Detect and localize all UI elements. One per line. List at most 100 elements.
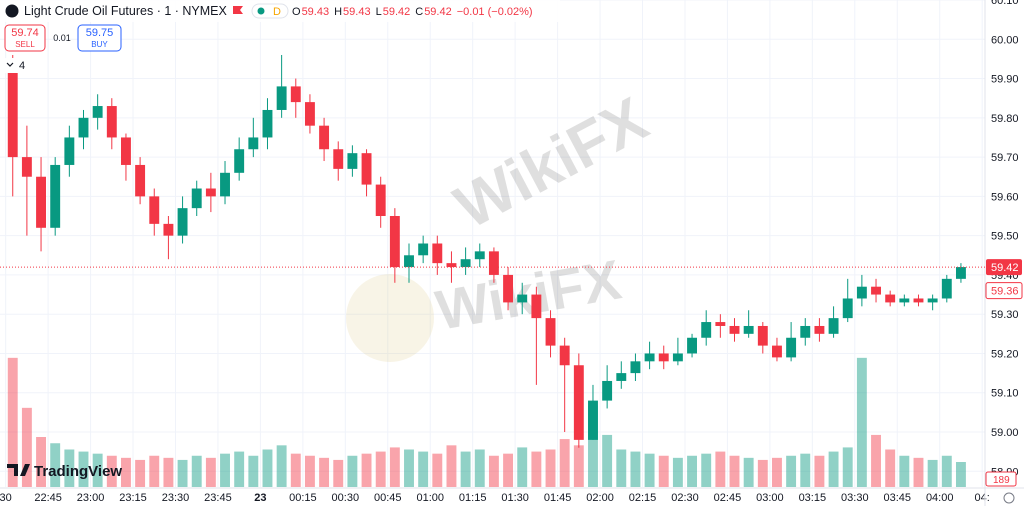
ref-price-tag [985,282,1023,300]
volume-bar [885,449,896,487]
buy-button[interactable] [77,24,122,52]
volume-bar [899,455,910,487]
y-tick-label: 59.50 [991,231,1019,243]
y-tick-label: 59.00 [991,427,1019,439]
candle-body [177,208,188,236]
buy-price: 59.75 [86,27,114,39]
candle-body [135,164,146,197]
x-tick-label: 02:00 [586,492,614,504]
candle-body [361,153,372,185]
ohlc-value: 59.42 [424,6,452,18]
x-tick-label: 22:45 [34,492,62,504]
volume-bar [347,455,358,487]
volume-bar [36,437,46,487]
candle-body [786,337,797,358]
candle-body [333,149,344,169]
y-tick-label: 60.10 [991,0,1019,7]
x-tick-label: 01:30 [501,492,529,504]
volume-label: 189 [993,475,1010,486]
volume-bar [715,451,726,487]
candle-body [757,325,768,346]
candle-body [319,125,330,150]
candle-body [517,294,528,303]
volume-bar [545,449,556,487]
volume-bar [856,357,867,487]
x-tick-label: 01:00 [416,492,444,504]
sell-price: 59.74 [11,27,39,39]
x-tick-label: 00:15 [289,492,317,504]
candle-body [715,322,726,326]
volume-bar [290,453,301,487]
logo-text: TradingView [34,463,122,480]
volume-bar [404,449,414,487]
candle-body [588,400,598,440]
volume-bar [220,453,230,487]
volume-bar [7,357,18,487]
candle-body [545,318,556,346]
interval-badge: D [273,6,281,18]
volume-bar [630,451,641,487]
x-tick-label: 04: [975,492,990,504]
indicator-toggle[interactable] [3,58,29,73]
candle-body [531,294,542,319]
candle-body [701,322,712,338]
y-tick-label: 59.70 [991,152,1019,164]
volume-bar [658,455,669,487]
x-tick-label: 03:30 [841,492,869,504]
y-tick-label: 59.30 [991,309,1019,321]
volume-bar [772,457,782,487]
x-tick-label: 02:45 [714,492,742,504]
volume-bar [333,459,344,487]
ohlc: O 59.43 H 59.43 L 59.42 C 59.42 −0.01 (−0.02%) [292,6,533,18]
volume-bar [177,459,188,487]
candle-body [573,365,584,440]
ref-price-label: 59.36 [991,286,1019,298]
volume-bar [687,455,698,487]
x-tick-label: 02:30 [671,492,699,504]
volume-bar [616,449,627,487]
volume-bar [531,451,542,487]
volume-bar [92,453,103,487]
ohlc-key: C [415,6,423,18]
volume-bar [474,449,485,487]
sell-button[interactable] [4,24,46,52]
volume-bar [304,455,315,487]
candle-body [856,286,867,299]
volume-bar [644,453,655,487]
flag-icon[interactable] [233,6,243,14]
volume-bar [262,449,273,487]
ohlc-key: O [292,6,301,18]
volume-tag [985,471,1017,487]
volume-bar [205,457,216,487]
volume-bar [21,407,32,487]
candle-body [304,102,315,126]
volume-bar [121,457,131,487]
volume-bar [135,459,146,487]
settings-icon[interactable] [1003,492,1015,504]
status-pill[interactable] [251,3,289,19]
symbol-title: Light Crude Oil Futures · 1 · NYMEX [24,4,228,18]
volume-bar [517,447,528,487]
x-tick-label: 04:00 [926,492,954,504]
x-tick-label: 02:15 [629,492,657,504]
x-tick-label: 00:45 [374,492,402,504]
candle-body [602,380,613,401]
volume-bar [503,453,514,487]
volume-bar [460,451,471,487]
x-tick-label: 23:30 [162,492,190,504]
volume-bar [446,445,457,487]
volume-bar [106,455,117,487]
candle-body [828,318,839,334]
candle-body [21,157,32,177]
ohlc-value: 59.42 [383,6,411,18]
volume-bar [786,455,797,487]
volume-bar [375,451,386,487]
volume-bar [757,459,768,487]
volume-bar [276,445,287,487]
buy-label: BUY [91,40,108,49]
volume-bar [361,453,372,487]
x-tick-label: 01:45 [544,492,572,504]
candle-body [885,294,896,303]
